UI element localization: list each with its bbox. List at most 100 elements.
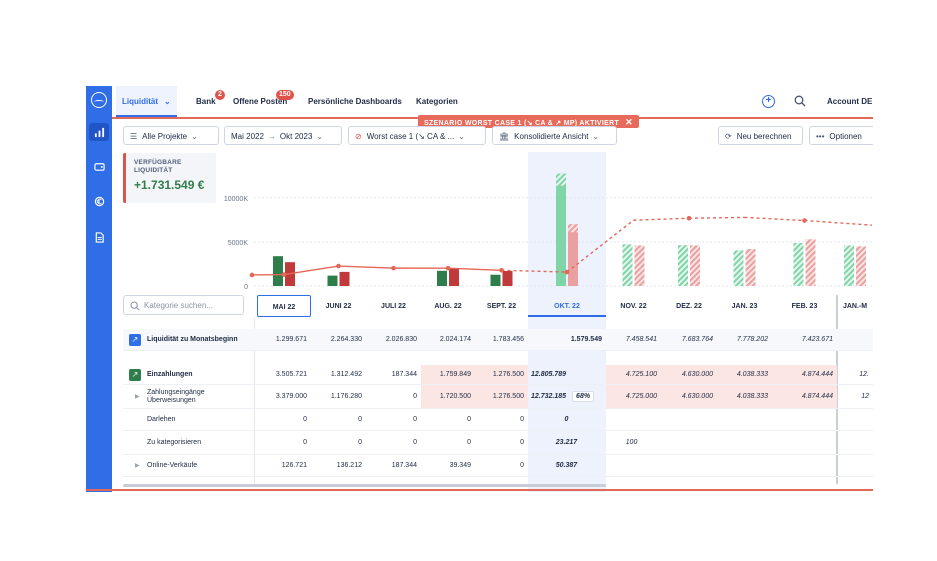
table-cell[interactable]: 7.423.671: [772, 329, 837, 350]
expense-bar[interactable]: [502, 271, 513, 286]
euro-icon[interactable]: [91, 193, 107, 209]
month-header[interactable]: AUG. 22: [434, 303, 462, 310]
table-cell[interactable]: 4.725.100: [606, 365, 661, 384]
table-row[interactable]: Darlehen 0 0 0 0 0 0: [123, 409, 873, 431]
table-cell[interactable]: [661, 409, 717, 430]
table-cell[interactable]: 0: [421, 409, 475, 430]
scenario-banner[interactable]: SZENARIO WORST CASE 1 (↘ CA & ↗ MP) AKTI…: [418, 115, 639, 128]
table-cell[interactable]: 3.505.721: [257, 365, 311, 384]
table-cell[interactable]: 2.026.830: [366, 329, 421, 350]
month-header[interactable]: JULI 22: [381, 303, 406, 310]
table-cell[interactable]: 4.038.333: [717, 385, 772, 408]
table-cell[interactable]: 0: [475, 431, 528, 454]
liquidity-point[interactable]: [281, 272, 287, 277]
project-filter[interactable]: ☰ Alle Projekte ⌄: [123, 126, 219, 145]
recalculate-button[interactable]: ⟳ Neu berechnen: [718, 126, 803, 145]
table-cell[interactable]: 4.630.000: [661, 365, 717, 384]
table-cell[interactable]: 0: [257, 431, 311, 454]
table-cell[interactable]: 1.783.456: [475, 329, 528, 350]
table-cell[interactable]: 0: [257, 409, 311, 430]
month-header[interactable]: JAN.-M: [842, 303, 868, 310]
table-cell[interactable]: 187.344: [366, 365, 421, 384]
table-cell[interactable]: 50.387: [528, 455, 606, 476]
table-cell[interactable]: 12: [837, 385, 873, 408]
tab-persoenliche-dashboards[interactable]: Persönliche Dashboards: [308, 97, 402, 106]
table-cell[interactable]: 7.778.202: [717, 329, 772, 350]
table-cell[interactable]: [772, 455, 837, 476]
table-cell[interactable]: 0: [366, 431, 421, 454]
liquidity-point[interactable]: [802, 218, 807, 223]
liquidity-point[interactable]: [686, 215, 692, 221]
income-bar[interactable]: [273, 256, 283, 286]
tab-liquiditaet[interactable]: Liquidität ⌄: [116, 86, 177, 117]
liquidity-point[interactable]: [445, 265, 451, 271]
table-cell[interactable]: 187.344: [366, 455, 421, 476]
table-cell[interactable]: 4.038.333: [717, 365, 772, 384]
table-cell[interactable]: [661, 431, 717, 454]
liquidity-point[interactable]: [249, 272, 255, 278]
table-row[interactable]: Zu kategorisieren 0 0 0 0 0 23.217 100: [123, 431, 873, 455]
income-bar[interactable]: [844, 245, 854, 286]
table-cell[interactable]: 1.276.500: [475, 385, 528, 408]
tab-offene-posten[interactable]: Offene Posten: [233, 97, 287, 106]
add-icon[interactable]: +: [762, 95, 775, 108]
table-cell[interactable]: 4.630.000: [661, 385, 717, 408]
table-cell[interactable]: 39.349: [421, 455, 475, 476]
liquidity-point[interactable]: [564, 269, 570, 275]
table-row[interactable]: ↗ Liquidität zu Monatsbeginn 1.299.671 2.26…: [123, 329, 873, 351]
logo-icon[interactable]: [91, 92, 107, 108]
income-bar[interactable]: [556, 173, 566, 286]
month-header[interactable]: DEZ. 22: [676, 303, 702, 310]
table-cell[interactable]: [837, 431, 873, 454]
chart-icon[interactable]: [89, 123, 109, 141]
table-cell[interactable]: 4.874.444: [772, 385, 837, 408]
table-cell[interactable]: 1.276.500: [475, 365, 528, 384]
month-header[interactable]: FEB. 23: [791, 303, 818, 310]
table-cell[interactable]: 1.312.492: [311, 365, 366, 384]
table-cell[interactable]: 0: [475, 455, 528, 476]
expense-bar[interactable]: [568, 224, 578, 286]
month-header[interactable]: JUNI 22: [325, 303, 352, 310]
table-cell[interactable]: [661, 455, 717, 476]
month-header[interactable]: JAN. 23: [731, 303, 758, 310]
income-bar[interactable]: [733, 250, 744, 286]
table-cell[interactable]: 2.024.174: [421, 329, 475, 350]
table-cell[interactable]: 0: [311, 431, 366, 454]
table-cell[interactable]: 1.176.280: [311, 385, 366, 408]
income-bar[interactable]: [622, 244, 633, 286]
document-icon[interactable]: [91, 229, 107, 245]
table-cell[interactable]: 23.217: [528, 431, 606, 454]
table-row[interactable]: ↗ Einzahlungen 3.505.721 1.312.492 187.344 1.…: [123, 365, 873, 385]
table-cell[interactable]: 0: [311, 409, 366, 430]
liquidity-point[interactable]: [336, 263, 341, 269]
table-row[interactable]: ▶ Zahlungseingänge Überweisungen 3.379.000…: [123, 385, 873, 409]
table-cell[interactable]: [772, 431, 837, 454]
table-cell[interactable]: [717, 409, 772, 430]
table-cell[interactable]: [837, 329, 873, 350]
wallet-icon[interactable]: [91, 158, 107, 174]
month-header[interactable]: MAI 22: [257, 295, 311, 317]
table-cell[interactable]: 100: [606, 431, 661, 454]
liquidity-point[interactable]: [499, 267, 504, 273]
liquidity-point[interactable]: [391, 265, 396, 271]
income-bar[interactable]: [793, 243, 804, 286]
table-cell[interactable]: [606, 409, 661, 430]
table-cell[interactable]: 136.212: [311, 455, 366, 476]
options-button[interactable]: ••• Optionen: [809, 126, 873, 145]
table-cell[interactable]: 0: [366, 385, 421, 408]
table-cell[interactable]: [837, 455, 873, 476]
account-menu[interactable]: Account DE⌄: [827, 97, 873, 106]
table-cell[interactable]: 12.805.789: [528, 365, 606, 384]
view-select[interactable]: 🏛 Konsolidierte Ansicht ⌄: [492, 126, 617, 145]
table-row[interactable]: ▶ Online-Verkäufe 126.721 136.212 187.344 39.…: [123, 455, 873, 477]
table-cell[interactable]: 0: [366, 409, 421, 430]
month-header[interactable]: NOV. 22: [620, 303, 647, 310]
table-cell[interactable]: 7.683.764: [661, 329, 717, 350]
expense-bar[interactable]: [449, 268, 459, 286]
table-cell[interactable]: [717, 455, 772, 476]
income-bar[interactable]: [678, 245, 688, 286]
expense-bar[interactable]: [690, 245, 700, 286]
income-bar[interactable]: [490, 274, 501, 286]
expense-bar[interactable]: [745, 248, 756, 286]
table-cell[interactable]: 0: [475, 409, 528, 430]
